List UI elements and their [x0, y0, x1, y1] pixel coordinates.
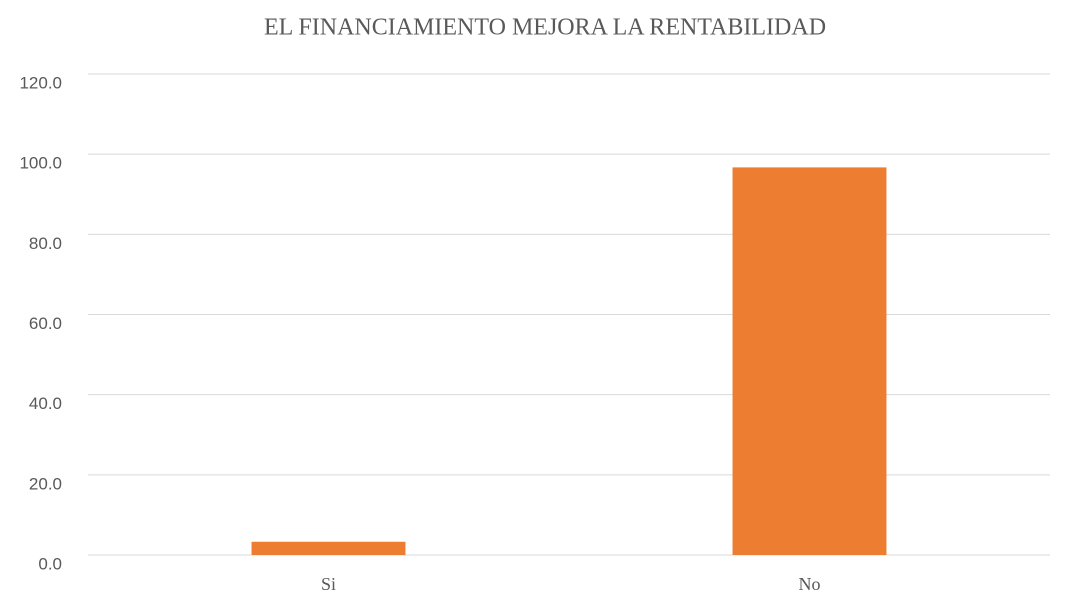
y-tick-label: 100.0 — [19, 154, 62, 173]
y-tick-label: 120.0 — [19, 73, 62, 92]
y-tick-label: 80.0 — [29, 234, 62, 253]
y-tick-label: 40.0 — [29, 394, 62, 413]
x-tick-label: No — [799, 574, 821, 594]
bar — [251, 541, 406, 555]
y-tick-label: 0.0 — [38, 554, 62, 573]
x-tick-label: Si — [321, 574, 336, 594]
y-tick-label: 60.0 — [29, 314, 62, 333]
chart-title: EL FINANCIAMIENTO MEJORA LA RENTABILIDAD — [264, 15, 826, 41]
bar — [732, 167, 887, 555]
y-tick-label: 20.0 — [29, 474, 62, 493]
